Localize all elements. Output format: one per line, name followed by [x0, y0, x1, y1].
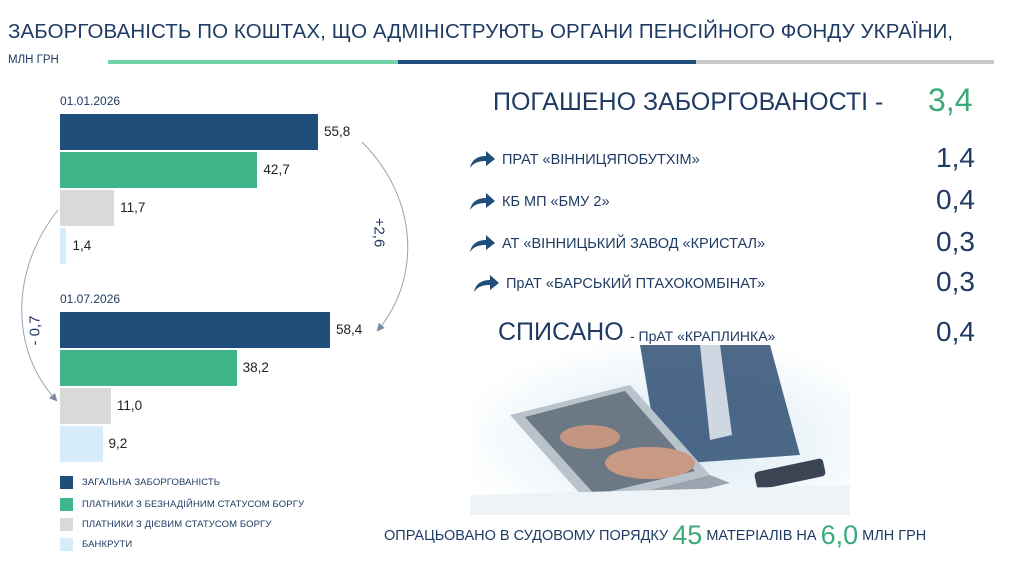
bottom-text-2: МАТЕРІАЛІВ НА — [702, 528, 821, 544]
legend-label: ЗАГАЛЬНА ЗАБОРГОВАНІСТЬ — [82, 477, 221, 488]
repaid-value: 3,4 — [928, 82, 973, 118]
chart-bar — [60, 190, 115, 226]
bar-value-label: 9,2 — [108, 436, 128, 451]
written-off-company: - ПрАТ «КРАПЛИНКА» — [630, 328, 776, 344]
bar-value-label: 55,8 — [324, 124, 351, 139]
repaid-item-value: 0,3 — [936, 226, 975, 257]
bar-value-label: 1,4 — [72, 238, 92, 253]
written-off-value: 0,4 — [936, 316, 975, 347]
written-off-heading: СПИСАНО — [498, 318, 624, 346]
chart-bar — [60, 312, 331, 348]
legend-label: ПЛАТНИКИ З ДІЄВИМ СТАТУСОМ БОРГУ — [82, 519, 272, 530]
repaid-item-value: 0,3 — [936, 266, 975, 297]
title-rule-blue — [398, 60, 696, 64]
title-rule-gray — [696, 60, 994, 64]
curved-arrow-icon — [470, 235, 495, 252]
bottom-text-1: ОПРАЦЬОВАНО В СУДОВОМУ ПОРЯДКУ — [384, 528, 673, 544]
repaid-item-name: КБ МП «БМУ 2» — [502, 194, 610, 210]
repaid-item-value: 1,4 — [936, 142, 975, 173]
repaid-item-value: 0,4 — [936, 184, 975, 215]
curved-arrow-icon — [470, 151, 495, 168]
page-subtitle: МЛН ГРН — [8, 54, 59, 66]
title-rule-green — [108, 60, 398, 64]
bar-value-label: 58,4 — [336, 322, 363, 337]
repaid-item-name: ПрАТ «БАРСЬКИЙ ПТАХОКОМБІНАТ» — [506, 276, 766, 292]
repaid-item-name: ПРАТ «ВІННИЦЯПОБУТХІМ» — [502, 152, 700, 168]
curved-arrow-icon — [470, 193, 495, 210]
active-change-label: - 0,7 — [26, 315, 44, 346]
chart-bar — [60, 228, 67, 264]
period-label: 01.01.2026 — [60, 94, 121, 108]
curved-arrow-icon — [474, 275, 499, 292]
bar-value-label: 38,2 — [242, 360, 269, 375]
bar-value-label: 11,0 — [116, 398, 143, 413]
repaid-heading: ПОГАШЕНО ЗАБОРГОВАНОСТІ - — [493, 88, 884, 116]
bottom-summary: ОПРАЦЬОВАНО В СУДОВОМУ ПОРЯДКУ 45 МАТЕРІ… — [384, 520, 926, 551]
total-change-label: +2,6 — [370, 217, 388, 248]
chart-bar — [60, 388, 111, 424]
laptop-typing-photo — [470, 345, 850, 515]
repaid-item-name: АТ «ВІННИЦЬКИЙ ЗАВОД «КРИСТАЛ» — [502, 236, 766, 252]
chart-bar — [60, 114, 318, 150]
legend-swatch — [60, 518, 73, 531]
repaid-item: АТ «ВІННИЦЬКИЙ ЗАВОД «КРИСТАЛ» 0,3 — [468, 226, 998, 266]
repaid-item: КБ МП «БМУ 2» 0,4 — [468, 184, 998, 224]
legend-label: БАНКРУТИ — [82, 539, 133, 550]
legend-swatch — [60, 538, 73, 551]
chart-bar — [60, 350, 237, 386]
repaid-item: ПРАТ «ВІННИЦЯПОБУТХІМ» 1,4 — [468, 142, 998, 182]
period-label: 01.07.2026 — [60, 292, 121, 306]
bottom-text-3: МЛН ГРН — [858, 528, 927, 544]
bar-value-label: 11,7 — [120, 200, 146, 215]
legend-label: ПЛАТНИКИ З БЕЗНАДІЙНИМ СТАТУСОМ БОРГУ — [82, 499, 305, 510]
bottom-count: 45 — [672, 520, 703, 550]
chart-bar — [60, 152, 258, 188]
legend-swatch — [60, 498, 73, 511]
page-title: ЗАБОРГОВАНІСТЬ ПО КОШТАХ, ЩО АДМІНІСТРУЮ… — [8, 20, 954, 43]
legend-swatch — [60, 476, 73, 489]
bottom-amount: 6,0 — [820, 520, 859, 550]
repaid-item: ПрАТ «БАРСЬКИЙ ПТАХОКОМБІНАТ» 0,3 — [472, 266, 1002, 306]
total-change-arc — [361, 141, 409, 332]
chart-bar — [60, 426, 103, 462]
active-change-arc — [21, 209, 59, 402]
bar-value-label: 42,7 — [263, 162, 290, 177]
